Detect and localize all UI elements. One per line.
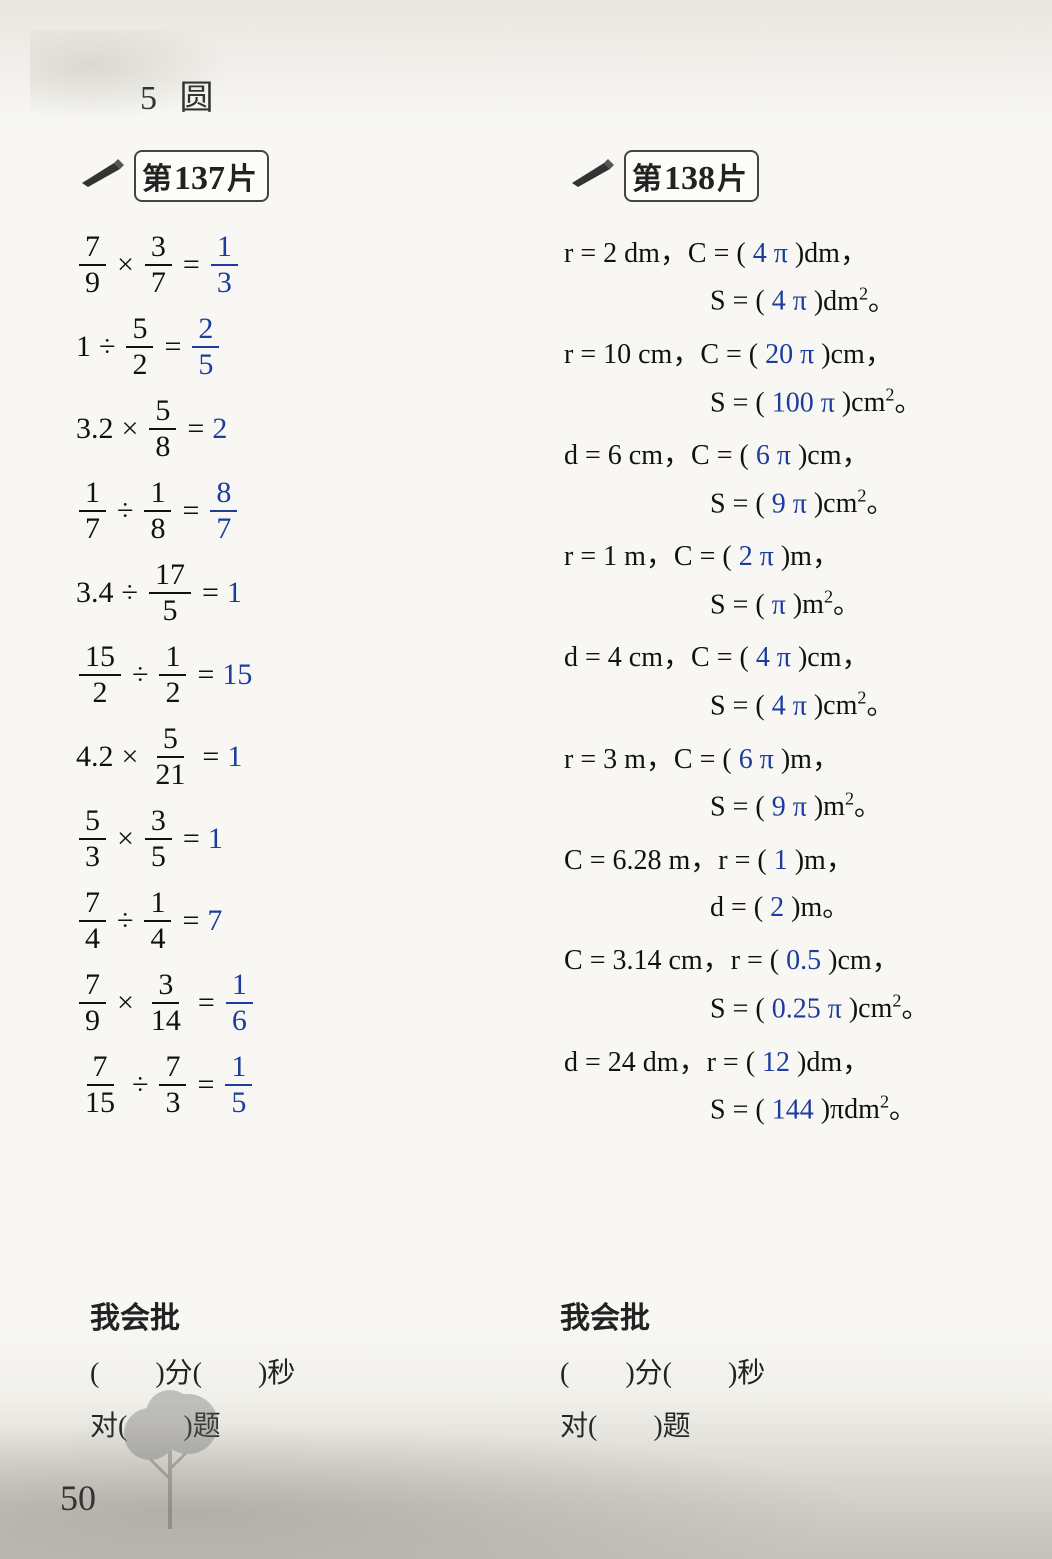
circle-problem-main: C = 3.14 cm，r = ( 0.5 )cm， — [564, 939, 1030, 982]
circle-problem-main: C = 6.28 m，r = ( 1 )m， — [564, 839, 1030, 882]
circle-problem-main: r = 3 m，C = ( 6 π )m， — [564, 738, 1030, 781]
circle-problem-sub: d = ( 2 )m。 — [710, 886, 1030, 929]
chapter-label: 5 圆 — [140, 70, 214, 119]
tree-decoration — [110, 1379, 230, 1529]
circle-problem-sub: S = ( 9 π )m2。 — [710, 785, 1030, 829]
equation-line: 79×314=16 — [76, 970, 540, 1036]
circle-problem-sub: S = ( 0.25 π )cm2。 — [710, 987, 1030, 1031]
card-label-prefix: 第 — [632, 154, 662, 198]
card-number: 138 — [664, 160, 715, 198]
card-137: 第 137 片 79×37=13 1÷52=25 3.2×58=2 17÷18=… — [70, 150, 540, 1134]
page-number: 50 — [60, 1477, 96, 1519]
equation-line: 53×35=1 — [76, 806, 540, 872]
card-label-suffix: 片 — [717, 154, 747, 198]
circle-problem-main: d = 4 cm，C = ( 4 π )cm， — [564, 636, 1030, 679]
card-number: 137 — [174, 160, 225, 198]
card-138: 第 138 片 r = 2 dm，C = ( 4 π )dm， S = ( 4 … — [560, 150, 1030, 1142]
equation-line: 1÷52=25 — [76, 314, 540, 380]
circle-problem-sub: S = ( 9 π )cm2。 — [710, 482, 1030, 526]
equation-line: 715÷73=15 — [76, 1052, 540, 1118]
equation-line: 74÷14=7 — [76, 888, 540, 954]
circle-problem-sub: S = ( 4 π )dm2。 — [710, 279, 1030, 323]
circle-problem-sub: S = ( 144 )πdm2。 — [710, 1088, 1030, 1132]
card-138-header: 第 138 片 — [570, 150, 1030, 202]
circle-problem-sub: S = ( 100 π )cm2。 — [710, 381, 1030, 425]
card-138-problems: r = 2 dm，C = ( 4 π )dm， S = ( 4 π )dm2。 … — [560, 232, 1030, 1132]
card-137-label: 第 137 片 — [134, 150, 269, 202]
card-label-prefix: 第 — [142, 154, 172, 198]
circle-problem-main: r = 10 cm，C = ( 20 π )cm， — [564, 333, 1030, 376]
circle-problem-sub: S = ( 4 π )cm2。 — [710, 684, 1030, 728]
equation-line: 152÷12=15 — [76, 642, 540, 708]
circle-problem-main: r = 2 dm，C = ( 4 π )dm， — [564, 232, 1030, 275]
card-137-problems: 79×37=13 1÷52=25 3.2×58=2 17÷18=87 3.4÷1… — [70, 232, 540, 1118]
equation-line: 17÷18=87 — [76, 478, 540, 544]
footer-correct-line: 对( )题 — [560, 1400, 980, 1453]
footer-title: 我会批 — [560, 1290, 980, 1347]
circle-problem-sub: S = ( π )m2。 — [710, 583, 1030, 627]
circle-problem-main: d = 6 cm，C = ( 6 π )cm， — [564, 434, 1030, 477]
equation-line: 79×37=13 — [76, 232, 540, 298]
card-label-suffix: 片 — [227, 154, 257, 198]
footer-title: 我会批 — [90, 1290, 510, 1347]
circle-problem-main: r = 1 m，C = ( 2 π )m， — [564, 535, 1030, 578]
pen-icon — [80, 159, 126, 194]
circle-problem-main: d = 24 dm，r = ( 12 )dm， — [564, 1041, 1030, 1084]
card-137-header: 第 137 片 — [80, 150, 540, 202]
equation-line: 3.4÷175=1 — [76, 560, 540, 626]
footer-time-line: ( )分( )秒 — [560, 1347, 980, 1400]
card-138-label: 第 138 片 — [624, 150, 759, 202]
equation-line: 4.2×521=1 — [76, 724, 540, 790]
equation-line: 3.2×58=2 — [76, 396, 540, 462]
chapter-title: 圆 — [180, 80, 214, 117]
pen-icon — [570, 159, 616, 194]
footer-right: 我会批 ( )分( )秒 对( )题 — [560, 1290, 980, 1453]
chapter-number: 5 — [140, 80, 157, 117]
